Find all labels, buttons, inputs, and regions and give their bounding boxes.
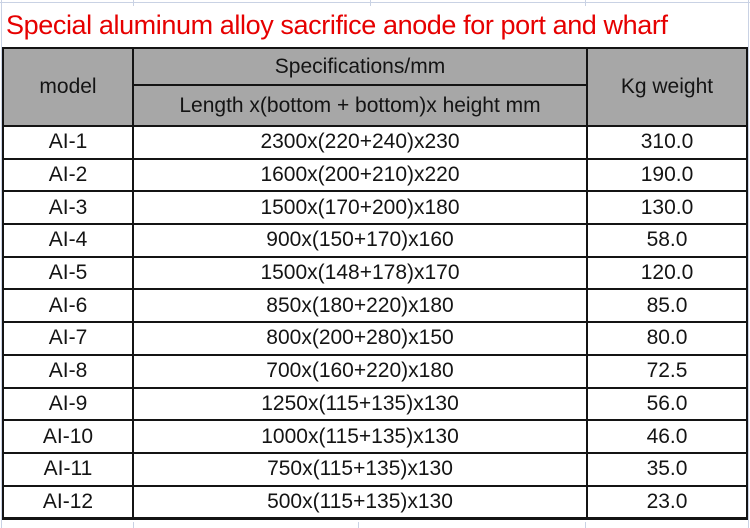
spec-cell: 500x(115+135)x130 (132, 484, 588, 520)
table-row: AI-9 1250x(115+135)x130 56.0 (2, 386, 748, 422)
header-row-sub: Length x(bottom + bottom)x height mm (3, 84, 747, 127)
model-cell: AI-8 (2, 353, 134, 389)
model-cell: AI-1 (2, 125, 134, 160)
table-row: AI-8 700x(160+220)x180 72.5 (2, 353, 748, 389)
table-row: AI-3 1500x(170+200)x180 130.0 (2, 190, 748, 226)
spec-cell: 2300x(220+240)x230 (132, 125, 588, 160)
spec-cell: 700x(160+220)x180 (132, 353, 588, 389)
model-cell: AI-9 (2, 386, 134, 422)
weight-cell: 310.0 (586, 125, 748, 160)
header-specifications: Specifications/mm (132, 47, 588, 86)
gridline (748, 0, 749, 528)
model-cell: AI-11 (2, 451, 134, 487)
model-cell: AI-4 (2, 223, 134, 258)
spec-cell: 1250x(115+135)x130 (132, 386, 588, 422)
model-cell: AI-7 (2, 321, 134, 356)
spec-cell: 1600x(200+210)x220 (132, 157, 588, 193)
spec-cell: 750x(115+135)x130 (132, 451, 588, 487)
header-row-top: model Specifications/mm Kg weight (2, 47, 748, 127)
model-cell: AI-10 (2, 419, 134, 454)
gridline (133, 522, 134, 528)
table-body: AI-1 2300x(220+240)x230 310.0 AI-2 1600x(200… (2, 125, 748, 520)
gridline (133, 0, 134, 6)
table-row: AI-6 850x(180+220)x180 85.0 (2, 288, 748, 324)
gridline (585, 522, 586, 528)
gridline (1, 0, 2, 528)
weight-cell: 120.0 (586, 255, 748, 291)
header-weight: Kg weight (586, 47, 748, 127)
weight-cell: 56.0 (586, 386, 748, 422)
weight-cell: 58.0 (586, 223, 748, 258)
gridline (585, 0, 586, 6)
weight-cell: 80.0 (586, 321, 748, 356)
model-cell: AI-2 (2, 157, 134, 193)
model-cell: AI-6 (2, 288, 134, 324)
model-cell: AI-12 (2, 484, 134, 520)
weight-cell: 85.0 (586, 288, 748, 324)
weight-cell: 130.0 (586, 190, 748, 226)
table-row: AI-12 500x(115+135)x130 23.0 (2, 484, 748, 520)
table-row: AI-1 2300x(220+240)x230 310.0 (2, 125, 748, 160)
table-row: AI-5 1500x(148+178)x170 120.0 (2, 255, 748, 291)
spec-cell: 1000x(115+135)x130 (132, 419, 588, 454)
spec-cell: 1500x(148+178)x170 (132, 255, 588, 291)
table-row: AI-4 900x(150+170)x160 58.0 (2, 223, 748, 258)
spec-cell: 900x(150+170)x160 (132, 223, 588, 258)
header-specs-sub: Length x(bottom + bottom)x height mm (132, 84, 588, 127)
spec-cell: 1500x(170+200)x180 (132, 190, 588, 226)
spec-cell: 800x(200+280)x150 (132, 321, 588, 356)
table-row: AI-7 800x(200+280)x150 80.0 (2, 321, 748, 356)
table-row: AI-11 750x(115+135)x130 35.0 (2, 451, 748, 487)
weight-cell: 23.0 (586, 484, 748, 520)
weight-cell: 72.5 (586, 353, 748, 389)
header-model: model (2, 47, 134, 127)
model-cell: AI-5 (2, 255, 134, 291)
table-row: AI-10 1000x(115+135)x130 46.0 (2, 419, 748, 454)
gridline (370, 0, 371, 6)
model-cell: AI-3 (2, 190, 134, 226)
gridline (0, 2, 750, 3)
weight-cell: 190.0 (586, 157, 748, 193)
page-title: Special aluminum alloy sacrifice anode f… (6, 10, 668, 40)
weight-cell: 35.0 (586, 451, 748, 487)
spec-cell: 850x(180+220)x180 (132, 288, 588, 324)
weight-cell: 46.0 (586, 419, 748, 454)
table-row: AI-2 1600x(200+210)x220 190.0 (2, 157, 748, 193)
table-header: model Specifications/mm Kg weight Length… (2, 47, 748, 127)
anode-spec-table: model Specifications/mm Kg weight Length… (2, 47, 748, 520)
gridline (358, 522, 359, 528)
